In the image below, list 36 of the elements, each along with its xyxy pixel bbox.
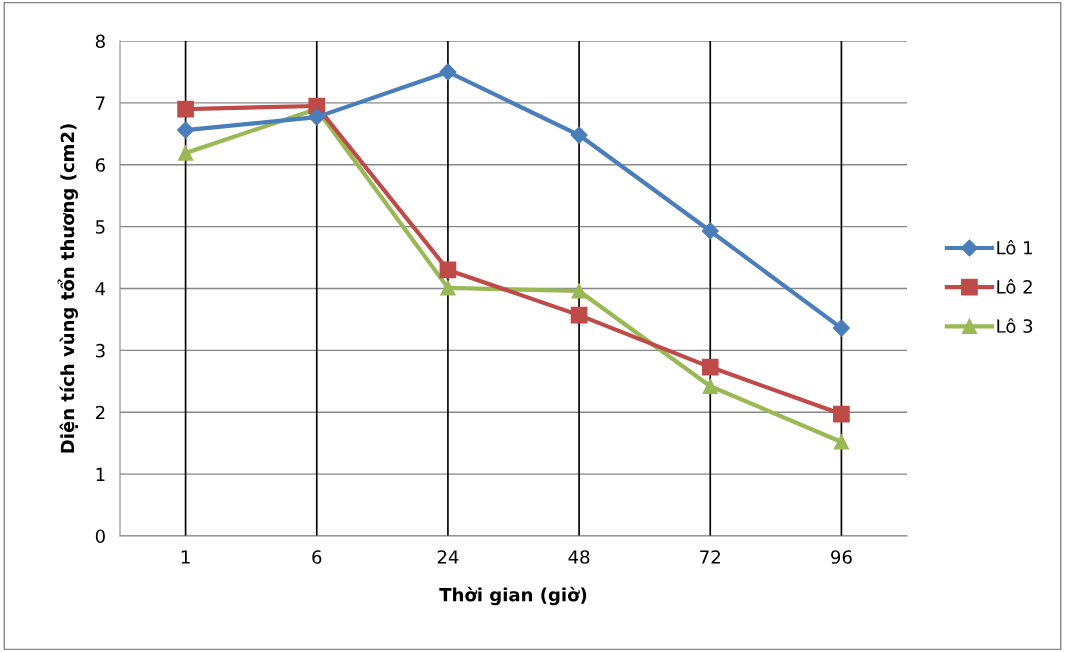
y-axis-title: Diện tích vùng tổn thương (cm2): [57, 124, 78, 453]
x-axis-title: Thời gian (giờ): [439, 586, 587, 606]
legend-label: Lô 1: [997, 239, 1032, 255]
point: [833, 405, 850, 423]
x-tick-label: 96: [831, 550, 852, 564]
point: [308, 108, 326, 126]
y-tick-label: 4: [95, 282, 106, 296]
y-tick-label: 1: [96, 467, 105, 481]
x-tick-label: 48: [568, 550, 590, 564]
x-tick-label: 72: [700, 550, 720, 564]
point: [833, 434, 850, 450]
point: [177, 100, 194, 118]
point: [832, 319, 850, 337]
y-tick-label: 3: [96, 343, 105, 358]
legend-label: Lô 2: [997, 279, 1032, 294]
point: [701, 222, 719, 240]
y-tick-label: 6: [95, 158, 105, 172]
x-tick-label: 6: [312, 550, 322, 564]
y-tick-label: 2: [95, 405, 105, 420]
y-tick-label: 7: [96, 96, 105, 110]
point: [439, 63, 457, 81]
point: [571, 283, 587, 299]
point: [439, 261, 457, 279]
y-tick-label: 5: [96, 220, 105, 234]
y-tick-label: 8: [95, 34, 105, 49]
point: [570, 306, 588, 324]
y-tick-label: 0: [95, 529, 105, 544]
legend-label: Lô 3: [997, 318, 1033, 333]
point: [440, 280, 456, 296]
point: [701, 358, 719, 376]
x-tick-label: 24: [437, 550, 459, 564]
point: [177, 121, 195, 139]
point: [570, 126, 588, 144]
point: [702, 378, 718, 394]
point: [177, 145, 194, 161]
x-tick-label: 1: [181, 550, 190, 564]
